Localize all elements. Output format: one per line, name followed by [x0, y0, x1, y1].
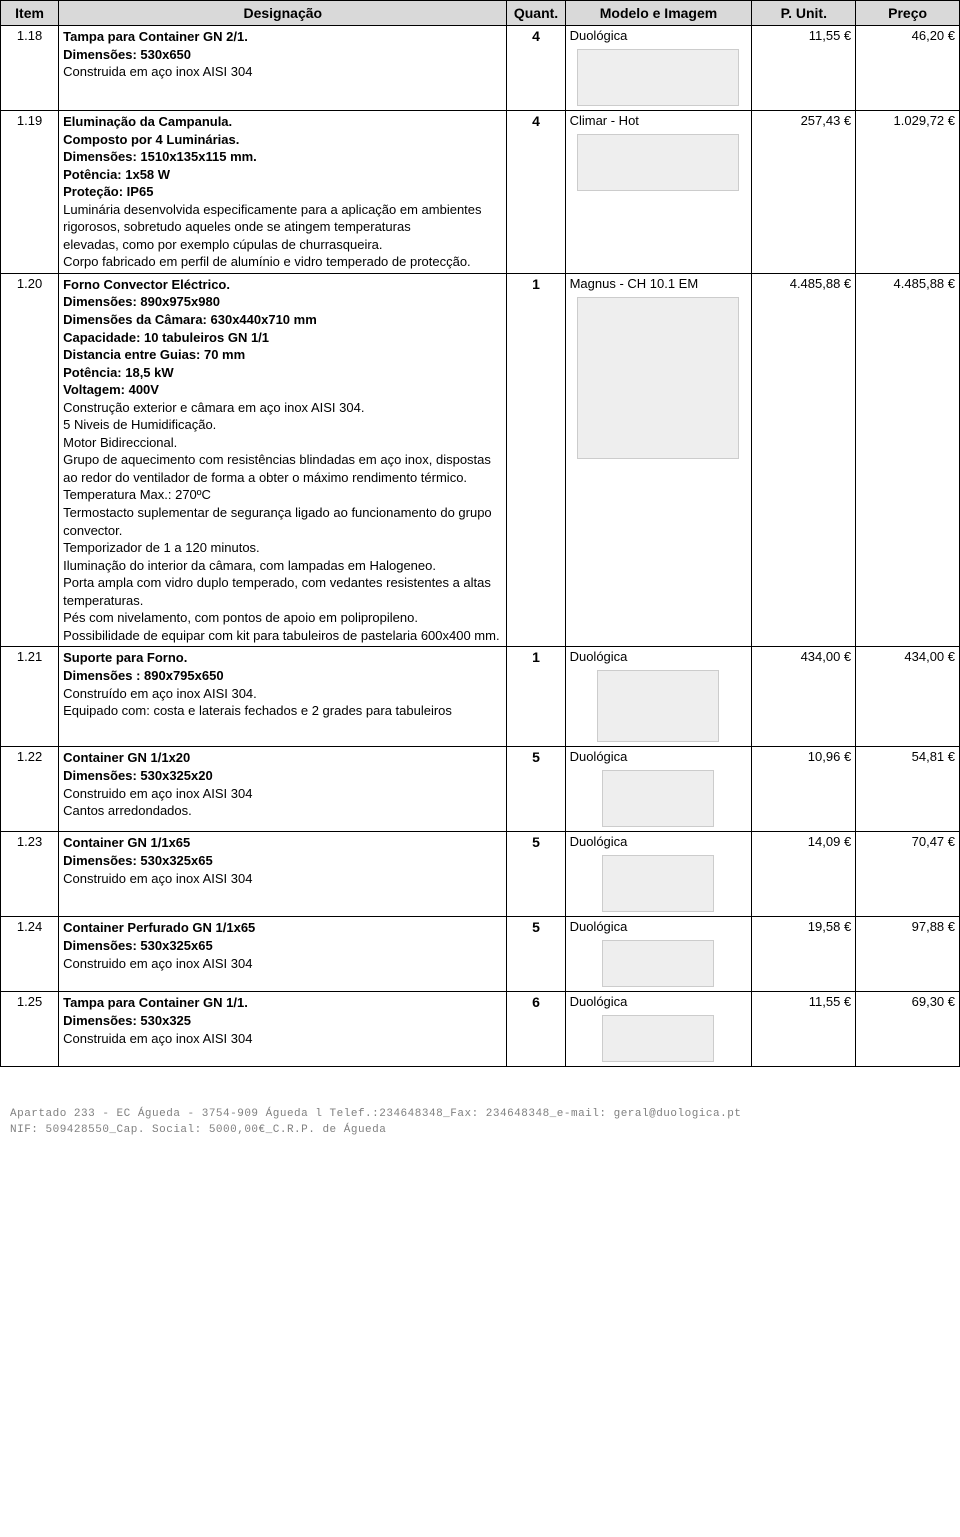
model-label: Magnus - CH 10.1 EM	[570, 276, 748, 291]
table-row: 1.24Container Perfurado GN 1/1x65Dimensõ…	[1, 917, 960, 992]
desc-plain: Construido em aço inox AISI 304Cantos ar…	[63, 786, 252, 819]
cell-total-price: 70,47 €	[856, 832, 960, 917]
desc-plain: Construção exterior e câmara em aço inox…	[63, 400, 499, 643]
desc-plain: Construida em aço inox AISI 304	[63, 1031, 252, 1046]
cell-quantity: 5	[507, 747, 565, 832]
cell-model: Duológica	[565, 747, 752, 832]
cell-quantity: 5	[507, 832, 565, 917]
cell-description: Tampa para Container GN 1/1.Dimensões: 5…	[59, 992, 507, 1067]
cell-unit-price: 434,00 €	[752, 647, 856, 747]
col-model: Modelo e Imagem	[565, 1, 752, 26]
table-row: 1.25Tampa para Container GN 1/1.Dimensõe…	[1, 992, 960, 1067]
cell-total-price: 69,30 €	[856, 992, 960, 1067]
cell-quantity: 1	[507, 273, 565, 646]
desc-plain: Construido em aço inox AISI 304	[63, 871, 252, 886]
cell-quantity: 6	[507, 992, 565, 1067]
cell-unit-price: 11,55 €	[752, 992, 856, 1067]
footer-line-1: Apartado 233 - EC Águeda - 3754-909 Águe…	[10, 1107, 950, 1122]
product-image	[577, 134, 739, 191]
table-header-row: Item Designação Quant. Modelo e Imagem P…	[1, 1, 960, 26]
table-row: 1.18Tampa para Container GN 2/1.Dimensõe…	[1, 26, 960, 111]
desc-bold: Container GN 1/1x65Dimensões: 530x325x65	[63, 835, 213, 868]
cell-item: 1.22	[1, 747, 59, 832]
cell-item: 1.23	[1, 832, 59, 917]
cell-total-price: 97,88 €	[856, 917, 960, 992]
footer-line-2: NIF: 509428550_Cap. Social: 5000,00€_C.R…	[10, 1123, 950, 1138]
model-label: Duológica	[570, 919, 748, 934]
product-image	[577, 297, 739, 459]
page-footer: Apartado 233 - EC Águeda - 3754-909 Águe…	[0, 1067, 960, 1148]
cell-item: 1.24	[1, 917, 59, 992]
table-row: 1.23Container GN 1/1x65Dimensões: 530x32…	[1, 832, 960, 917]
cell-model: Climar - Hot	[565, 111, 752, 274]
cell-total-price: 4.485,88 €	[856, 273, 960, 646]
cell-description: Container GN 1/1x65Dimensões: 530x325x65…	[59, 832, 507, 917]
desc-bold: Suporte para Forno.Dimensões : 890x795x6…	[63, 650, 223, 683]
cell-total-price: 46,20 €	[856, 26, 960, 111]
cell-description: Container GN 1/1x20Dimensões: 530x325x20…	[59, 747, 507, 832]
desc-bold: Tampa para Container GN 2/1.Dimensões: 5…	[63, 29, 248, 62]
product-image	[602, 1015, 714, 1062]
model-label: Duológica	[570, 649, 748, 664]
cell-unit-price: 14,09 €	[752, 832, 856, 917]
cell-total-price: 434,00 €	[856, 647, 960, 747]
model-label: Duológica	[570, 749, 748, 764]
desc-bold: Tampa para Container GN 1/1.Dimensões: 5…	[63, 995, 248, 1028]
desc-bold: Forno Convector Eléctrico.Dimensões: 890…	[63, 277, 317, 397]
product-image	[602, 940, 714, 987]
model-label: Climar - Hot	[570, 113, 748, 128]
desc-plain: Construida em aço inox AISI 304	[63, 64, 252, 79]
table-row: 1.22Container GN 1/1x20Dimensões: 530x32…	[1, 747, 960, 832]
cell-model: Duológica	[565, 832, 752, 917]
desc-bold: Eluminação da Campanula.Composto por 4 L…	[63, 114, 257, 199]
model-label: Duológica	[570, 834, 748, 849]
model-label: Duológica	[570, 28, 748, 43]
cell-model: Duológica	[565, 647, 752, 747]
product-image	[577, 49, 739, 106]
cell-model: Duológica	[565, 917, 752, 992]
cell-item: 1.20	[1, 273, 59, 646]
cell-unit-price: 11,55 €	[752, 26, 856, 111]
cell-model: Magnus - CH 10.1 EM	[565, 273, 752, 646]
col-quant: Quant.	[507, 1, 565, 26]
cell-quantity: 4	[507, 111, 565, 274]
cell-quantity: 4	[507, 26, 565, 111]
cell-quantity: 1	[507, 647, 565, 747]
cell-item: 1.18	[1, 26, 59, 111]
cell-model: Duológica	[565, 26, 752, 111]
col-price: Preço	[856, 1, 960, 26]
cell-total-price: 54,81 €	[856, 747, 960, 832]
cell-item: 1.19	[1, 111, 59, 274]
cell-item: 1.21	[1, 647, 59, 747]
model-label: Duológica	[570, 994, 748, 1009]
cell-quantity: 5	[507, 917, 565, 992]
cell-unit-price: 257,43 €	[752, 111, 856, 274]
desc-bold: Container GN 1/1x20Dimensões: 530x325x20	[63, 750, 213, 783]
desc-plain: Construído em aço inox AISI 304.Equipado…	[63, 686, 452, 719]
desc-bold: Container Perfurado GN 1/1x65Dimensões: …	[63, 920, 255, 953]
cell-model: Duológica	[565, 992, 752, 1067]
cell-description: Container Perfurado GN 1/1x65Dimensões: …	[59, 917, 507, 992]
cell-unit-price: 10,96 €	[752, 747, 856, 832]
table-row: 1.19Eluminação da Campanula.Composto por…	[1, 111, 960, 274]
desc-plain: Luminária desenvolvida especificamente p…	[63, 202, 481, 270]
product-image	[602, 770, 714, 827]
cell-unit-price: 4.485,88 €	[752, 273, 856, 646]
table-row: 1.21Suporte para Forno.Dimensões : 890x7…	[1, 647, 960, 747]
cell-total-price: 1.029,72 €	[856, 111, 960, 274]
cell-description: Suporte para Forno.Dimensões : 890x795x6…	[59, 647, 507, 747]
product-image	[597, 670, 719, 742]
desc-plain: Construido em aço inox AISI 304	[63, 956, 252, 971]
col-desc: Designação	[59, 1, 507, 26]
col-punit: P. Unit.	[752, 1, 856, 26]
cell-unit-price: 19,58 €	[752, 917, 856, 992]
cell-description: Forno Convector Eléctrico.Dimensões: 890…	[59, 273, 507, 646]
cell-description: Eluminação da Campanula.Composto por 4 L…	[59, 111, 507, 274]
product-table: Item Designação Quant. Modelo e Imagem P…	[0, 0, 960, 1067]
cell-description: Tampa para Container GN 2/1.Dimensões: 5…	[59, 26, 507, 111]
table-row: 1.20Forno Convector Eléctrico.Dimensões:…	[1, 273, 960, 646]
col-item: Item	[1, 1, 59, 26]
product-image	[602, 855, 714, 912]
cell-item: 1.25	[1, 992, 59, 1067]
